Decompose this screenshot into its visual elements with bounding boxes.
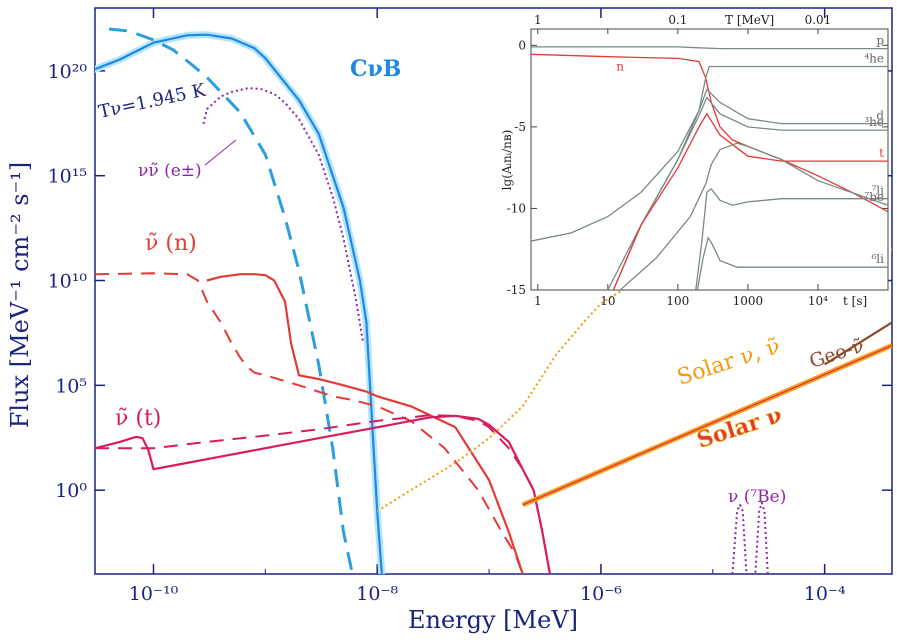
inset-series-label: ³he xyxy=(864,115,884,129)
x-tick-label: 10⁻⁶ xyxy=(580,583,622,605)
series-line-7be xyxy=(731,501,769,574)
inset-axis-ticks: 1 10 100 1000 10⁴ 1 0.1 0.01 0 -5 -10 -15 xyxy=(507,13,889,308)
x-axis-title: Energy [MeV] xyxy=(408,606,578,634)
inset-series-label: ⁴he xyxy=(864,52,884,66)
inset-series-label: d xyxy=(876,109,884,123)
inset-series-label: ⁷li xyxy=(872,184,885,198)
series-line-geo xyxy=(824,321,892,366)
series-line-solar xyxy=(522,344,892,506)
inset-series-line-t xyxy=(612,112,888,290)
inset-series-line-p xyxy=(531,46,888,50)
inset-series-label: ⁷be xyxy=(864,190,884,204)
inset-y-title: lg(Aᵢnᵢ/nʙ) xyxy=(500,130,514,191)
series-line-t-solid xyxy=(95,414,551,574)
series-line-t-1-945-k xyxy=(108,27,354,574)
inset-x-tick-label: 1 xyxy=(534,294,542,308)
series-line-n-solid xyxy=(206,273,524,574)
inset-series-label: n xyxy=(616,60,624,74)
inset-series-group xyxy=(531,46,888,290)
x-tick-label: 10⁻⁴ xyxy=(804,583,846,605)
y-tick-label: 10⁵ xyxy=(55,375,87,397)
main-series-group xyxy=(95,27,892,574)
inset-y-tick-label: -5 xyxy=(514,120,526,134)
inset-plot-area xyxy=(530,28,889,291)
y-tick-label: 10²⁰ xyxy=(48,61,88,83)
series-line-e xyxy=(202,87,365,344)
inset-series-label: ⁶li xyxy=(872,252,885,266)
pair-pointer xyxy=(204,139,237,166)
y-tick-label: 10¹⁰ xyxy=(48,271,88,293)
annotation-nubar-n: ν̃ (n) xyxy=(145,231,197,256)
inset-y-tick-label: 0 xyxy=(518,38,526,52)
inset-series-line-3he xyxy=(607,96,888,290)
inset-series-line-7li xyxy=(695,188,888,290)
inset-series-label: t xyxy=(879,146,884,160)
inset-x-tick-label: 10⁴ xyxy=(808,294,828,308)
x-tick-label: 10⁻¹⁰ xyxy=(129,583,179,605)
main-axis-ticks: 10⁻¹⁰ 10⁻⁸ 10⁻⁶ 10⁻⁴ 10⁰ 10⁵ 10¹⁰ 10¹⁵ 10²⁰ xyxy=(48,8,892,605)
inset-x-tick-label: 10 xyxy=(600,294,615,308)
y-tick-label: 10⁰ xyxy=(55,480,87,502)
y-axis-title: Flux [MeV⁻¹ cm⁻² s⁻¹] xyxy=(6,162,34,428)
inset-series-line-6li xyxy=(696,236,888,290)
inset-y-tick-label: -10 xyxy=(507,201,526,215)
inset-x-tick-label: 1000 xyxy=(733,294,764,308)
x-tick-label: 10⁻⁸ xyxy=(356,583,398,605)
inset-series-line-n xyxy=(531,53,888,213)
inset-x-tick-label: 100 xyxy=(666,294,689,308)
inset-x2-title: T [MeV] xyxy=(725,13,774,27)
y-tick-label: 10¹⁵ xyxy=(48,166,87,188)
annotation-nubar-t: ν̃ (t) xyxy=(115,406,161,431)
annotation-cnub: CνB xyxy=(350,56,401,82)
inset-series-label: p xyxy=(876,34,884,48)
inset-x2-tick-label: 0.01 xyxy=(805,13,832,27)
annotation-be7: ν (⁷Be) xyxy=(728,487,786,507)
inset-x-title: t [s] xyxy=(843,294,867,308)
inset-x2-tick-label: 0.1 xyxy=(668,13,687,27)
inset-series-line-d xyxy=(531,88,888,242)
inset-y-tick-label: -15 xyxy=(507,283,526,297)
series-line-c-b xyxy=(95,33,383,574)
inset-x2-tick-label: 1 xyxy=(534,13,542,27)
annotation-pair: νν̃ (e±) xyxy=(138,161,202,181)
inset-series-line-7be xyxy=(619,142,888,290)
